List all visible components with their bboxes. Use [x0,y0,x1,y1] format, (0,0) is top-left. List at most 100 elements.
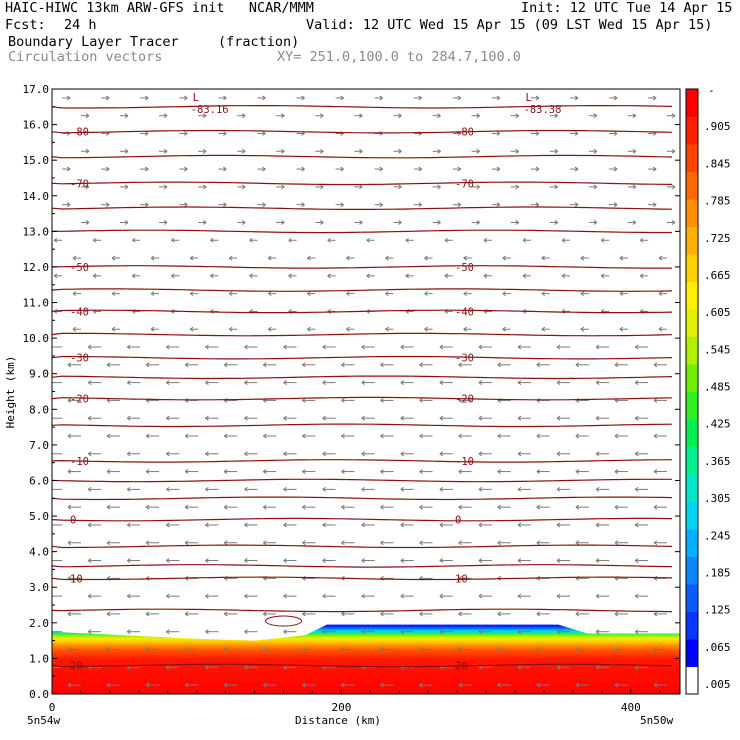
wind-vector-head [189,291,194,297]
wind-vector-head [405,237,410,243]
wind-vector-head [341,647,345,652]
wind-vector-head [145,611,150,617]
wind-vector-head [478,486,483,492]
wind-vector-head [166,486,170,492]
wind-vector-head [67,397,72,403]
wind-vector-head [515,220,519,225]
wind-vector-head [536,469,541,474]
wind-vector-head [87,558,92,563]
colorbar-tick-label: .065 [704,641,731,654]
wind-vector-head [619,255,624,261]
wind-vector-head [341,682,345,688]
wind-vector-head [126,415,131,421]
vector-label: Circulation vectors [8,49,163,65]
colorbar-tick-label: .125 [704,604,731,617]
wind-vector-head [536,433,541,439]
wind-vector-head [205,380,209,386]
x-tick-label: 400 [621,701,641,714]
wind-vector-head [497,469,501,474]
wind-vector-head [126,558,131,563]
wind-vector-head [517,593,522,599]
wind-vector-head [418,202,423,208]
y-tick-label: 16.0 [23,119,50,132]
y-tick-label: 13.0 [23,225,50,238]
wind-vector-head [72,326,77,332]
wind-vector-head [166,593,170,599]
wind-vector-head [536,611,541,617]
wind-vector-head [85,113,90,119]
wind-vector-head [400,451,405,457]
colorbar-tick-label: .485 [704,381,731,394]
wind-vector-head [634,486,639,492]
contour-label: 10 [455,573,468,585]
contour-label: -10 [455,456,474,468]
wind-vector-head [439,380,444,386]
wind-vector-head [595,593,600,599]
wind-vector-head [419,682,423,688]
wind-vector-head [380,647,384,652]
wind-vector-head [463,326,467,332]
wind-vector-head [244,486,248,492]
wind-vector-head [244,593,248,599]
wind-vector-head [639,237,644,243]
wind-vector-head [106,682,111,688]
wind-vector-head [478,629,483,635]
wind-vector-head [184,131,188,136]
wind-vector-head [419,433,423,439]
wind-vector-head [541,291,546,297]
wind-vector-head [439,558,444,563]
wind-vector-head [228,255,233,261]
wind-vector-head [575,682,580,688]
wind-vector-head [106,362,111,368]
wind-vector-head [341,611,345,617]
wind-vector-head [632,113,637,119]
colorbar-swatch [686,501,698,530]
wind-vector-head [205,486,209,492]
contour-labels: -80 -80 -70 -70 -50 -50 -40 -40 -30 -30 -20 -20 -10 -… [70,92,561,673]
y-tick-label: 11.0 [23,297,50,310]
wind-vector-head [522,237,527,243]
wind-vector-head [671,220,676,225]
wind-vector-head [87,380,92,386]
wind-vector-head [405,273,410,279]
colorbar-swatch [686,171,698,200]
wind-vector-head [67,540,72,546]
wind-vector-head [166,451,170,457]
y-tick-label: 12.0 [23,261,50,274]
wind-vector-head [361,415,365,421]
wind-vector-head [87,415,92,421]
y-tick-label: 17.0 [23,83,50,96]
wind-vector-head [575,540,580,546]
wind-vector-head [522,273,527,279]
wind-vector-head [163,220,168,225]
wind-vector-head [517,344,522,350]
wind-vector-head [346,291,350,297]
wind-vector-head [437,148,441,154]
wind-vector-head [322,415,326,421]
wind-vector-head [556,380,561,386]
wind-vector-head [205,629,209,635]
colorbar-swatch [686,281,698,310]
wind-vector-head [593,220,598,225]
wind-vector-head [283,451,287,457]
wind-vector-head [288,237,292,243]
wind-vector-head [497,362,501,368]
wind-vector-head [634,522,639,528]
init-time: Init: 12 UTC Tue 14 Apr 15 [521,0,733,16]
low-value: -83.38 [524,104,562,116]
wind-vector-head [184,611,189,617]
colorbar-swatch [686,336,698,365]
wind-vector-head [614,469,619,474]
wind-vector-head [202,220,207,225]
wind-vector-head [439,522,444,528]
contour-label: -30 [455,353,474,365]
temperature-contour [52,496,673,501]
wind-vector-head [437,184,441,190]
colorbar-tick-label: .545 [704,343,731,356]
wind-vector-head [398,184,402,190]
contour-label: -30 [70,353,89,365]
plot-frame [51,88,681,695]
wind-vector-head [67,504,72,510]
wind-vector-head [437,220,441,225]
wind-vector-head [189,326,194,332]
